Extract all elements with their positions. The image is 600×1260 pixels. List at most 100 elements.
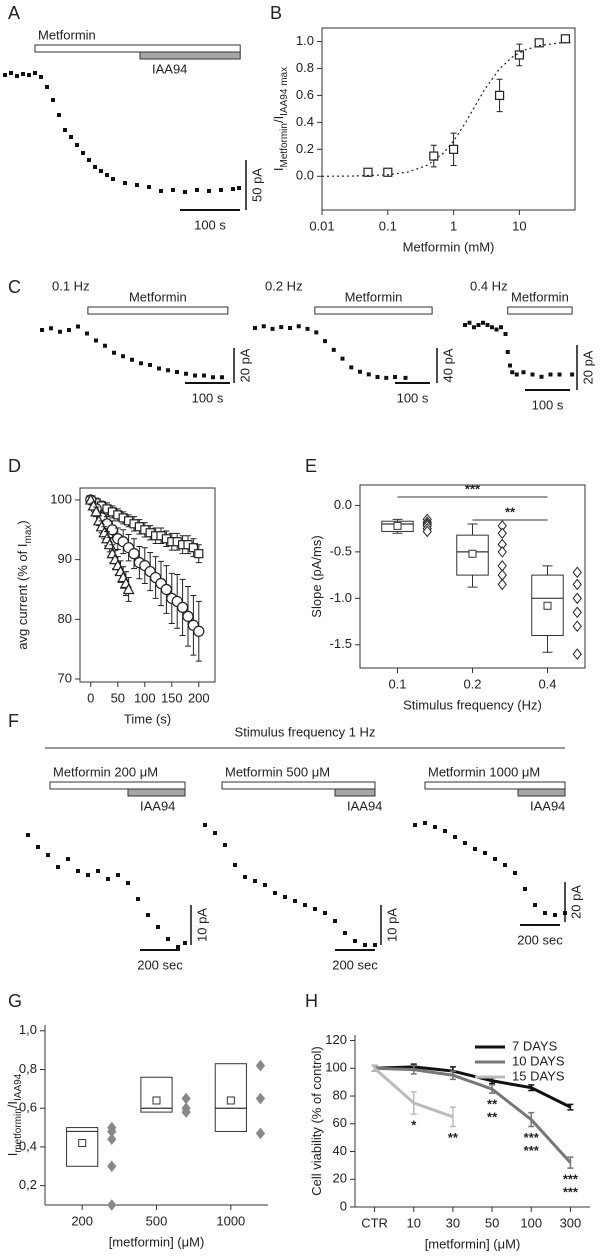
data-point [107,1133,117,1145]
marker [122,583,135,595]
significance-label: ** [505,504,516,519]
trace-point [57,113,61,117]
trace-point [313,907,317,911]
trace-point [146,913,150,917]
trace-point [69,135,73,139]
series-line [374,1066,572,1164]
drug-bar [127,788,186,797]
y-axis-label: Cell viability (% of control) [309,1046,324,1196]
trace-point [343,931,347,935]
y-tick-label: 40 [333,1143,347,1158]
y-tick-label: 0 [340,1198,347,1213]
error-bar [410,1091,417,1115]
trace-point [476,323,481,327]
y-label-part: avg current (% of I [15,544,30,650]
y-label-part: metformin [13,1108,24,1152]
trace-point [123,181,127,185]
y-label-part: I [5,1153,20,1157]
data-point [255,1127,266,1140]
trace-point [63,128,67,132]
marker [188,543,198,553]
panel-letter: A [8,3,20,23]
trace-point [557,372,562,377]
marker [128,548,140,560]
whisker-high [542,565,553,576]
x-tick-label: 100 [134,690,156,705]
data-point [572,566,582,579]
y-tick-label: 90 [58,551,72,566]
y-label-part: /I [271,116,286,123]
scale-label-y: 20 pA [568,885,583,919]
legend-label: 15 DAYS [512,1068,565,1083]
trace-point [375,375,380,379]
trace-point [384,375,389,380]
marker [160,583,172,596]
marker [514,50,524,60]
scale-label-y: 40 pA [440,348,455,382]
error-bar [567,1103,574,1111]
panel-letter: C [8,277,21,297]
trace-point [296,324,301,329]
scale-label-x: 100 s [532,397,564,412]
y-label-part: max [23,525,34,544]
trace-point [530,372,535,377]
trace-point [493,857,497,861]
trace-point [323,911,327,915]
scale-label-y: 20 pA [237,348,252,382]
trace-point [503,332,508,336]
error-bar [489,1084,496,1095]
marker [182,610,194,622]
trace-point [233,863,237,867]
trace-point [76,324,80,329]
trace-point [175,370,179,374]
trace-point [231,187,235,191]
trace-point [481,320,485,325]
marker [429,151,439,161]
error-bar [410,1064,417,1075]
trace-point [433,825,437,829]
drug-label: Metformin [345,289,403,304]
x-tick-label: 300 [560,1215,582,1230]
trace-point [358,369,362,374]
scale-label-y: 10 pA [194,908,209,942]
data-point [497,527,507,540]
trace-point [570,372,575,377]
trace-point [413,823,417,827]
significance-star: *** [524,1143,540,1158]
drug-label: Metformin [129,289,187,304]
trace-point [27,73,31,77]
x-tick-label: 1 [450,218,457,233]
x-axis-label: Stimulus frequency (Hz) [403,697,542,712]
scale-label-x: 100 s [194,217,226,232]
trace-point [261,324,266,329]
trace-point [253,326,257,330]
x-tick-label: 10 [512,218,526,233]
axes-frame [321,27,576,211]
x-tick-label: 500 [146,1213,168,1228]
x-tick-label: 0.2 [463,676,481,691]
data-point [422,525,432,538]
trace-point [494,327,499,332]
y-tick-label: 80 [333,1087,347,1102]
trace-point [373,943,377,947]
drug-label: Metformin [38,27,96,42]
trace-point [39,75,43,79]
trace-point [279,325,284,330]
data-point [255,1092,266,1105]
trace-point [112,350,116,355]
panel-letter: F [8,711,19,731]
trace-point [503,863,507,867]
error-bar [371,1064,378,1072]
x-tick-label: CTR [361,1215,388,1230]
data-point [255,1059,266,1072]
trace-point [99,169,103,173]
scale-label-y: 10 pA [384,908,399,942]
trace-point [171,188,175,192]
trace-point [237,186,241,190]
y-tick-label: 0.4 [296,114,314,129]
trace-point [353,939,357,943]
trace-point [467,320,472,325]
trace-point [148,363,152,367]
trace-point [543,911,547,915]
